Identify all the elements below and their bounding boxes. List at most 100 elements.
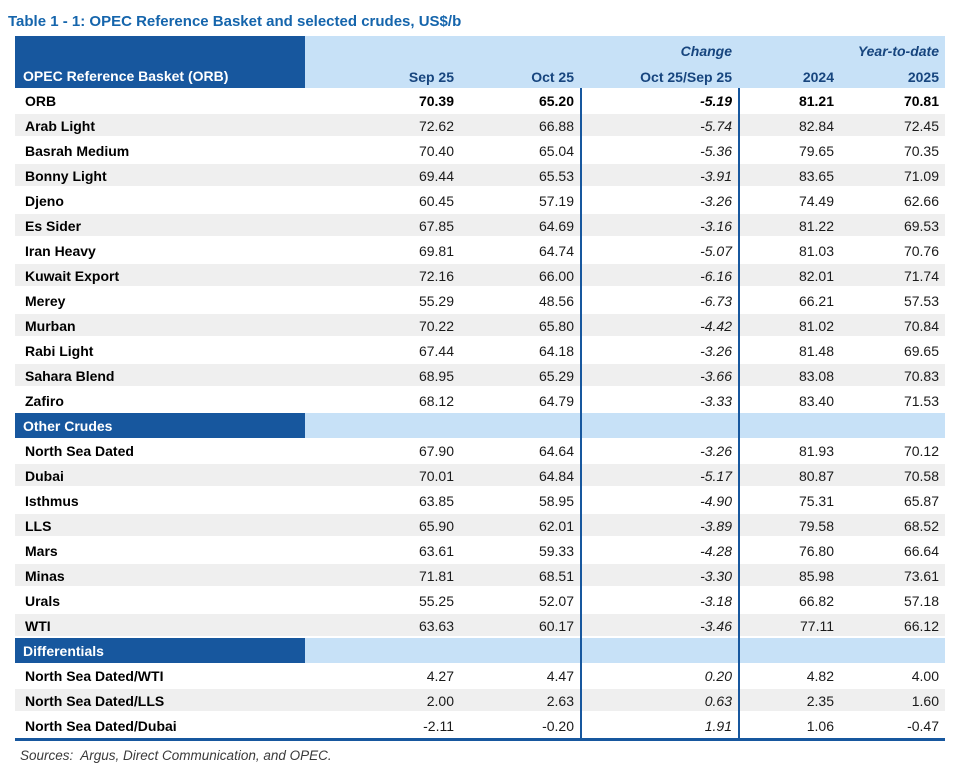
table-row: North Sea Dated/WTI 4.27 4.47 0.20 4.82 4.00 [15,663,945,688]
header-col-sep-25: Sep 25 [408,69,454,85]
row-value: 71.09 [903,167,939,184]
row-value: 62.01 [538,517,574,534]
table-row: North Sea Dated/LLS 2.00 2.63 0.63 2.35 1.60 [15,688,945,713]
row-value: 63.63 [418,617,454,634]
row-value: 81.93 [798,442,834,459]
row-value: 2.00 [426,692,454,709]
row-label: Minas [25,567,65,584]
row-value: 85.98 [798,567,834,584]
row-value: 65.90 [418,517,454,534]
row-value: 82.01 [798,267,834,284]
row-value: 65.04 [538,142,574,159]
row-value: 79.58 [798,517,834,534]
row-value: -3.33 [700,392,732,409]
row-label: LLS [25,517,52,534]
row-value: 72.62 [418,117,454,134]
row-value: 77.11 [800,617,834,634]
row-value: 66.00 [538,267,574,284]
table-row: Zafiro 68.12 64.79 -3.33 83.40 71.53 [15,388,945,413]
row-value: 0.20 [704,667,732,684]
header-group-year-to-date: Year-to-date [857,43,939,59]
row-value: 64.79 [538,392,574,409]
row-value: -4.42 [700,317,732,334]
header-col-change: Oct 25/Sep 25 [640,69,732,85]
row-label: Zafiro [25,392,64,409]
row-value: 4.82 [806,667,834,684]
row-value: 65.87 [903,492,939,509]
row-value: -3.89 [700,517,732,534]
table-body: ORB 70.39 65.20 -5.19 81.21 70.81 Arab Light 72… [15,88,945,738]
row-value: 66.12 [903,617,939,634]
section-header-row: Other Crudes [15,413,945,438]
sources-note: Sources: Argus, Direct Communication, an… [20,748,332,763]
row-value: 70.12 [903,442,939,459]
row-value: 81.48 [798,342,834,359]
row-value: 83.65 [798,167,834,184]
table-row: Murban 70.22 65.80 -4.42 81.02 70.84 [15,313,945,338]
row-value: 68.12 [418,392,454,409]
row-value: 59.33 [538,542,574,559]
row-value: -3.18 [700,592,732,609]
row-value: 2.35 [806,692,834,709]
row-value: 1.06 [806,717,834,734]
row-value: -3.46 [700,617,732,634]
row-label: Merey [25,292,66,309]
row-label: Rabi Light [25,342,94,359]
header-col-2025: 2025 [907,69,939,85]
row-value: 58.95 [538,492,574,509]
row-value: 76.80 [798,542,834,559]
row-value: 79.65 [798,142,834,159]
row-value: 65.80 [538,317,574,334]
header-group-spacer [305,36,580,62]
table-row: Arab Light 72.62 66.88 -5.74 82.84 72.45 [15,113,945,138]
row-value: 64.74 [538,242,574,259]
row-value: 69.65 [903,342,939,359]
row-value: -3.66 [700,367,732,384]
row-value: 71.53 [903,392,939,409]
table-row: North Sea Dated 67.90 64.64 -3.26 81.93 70.12 [15,438,945,463]
row-value: -5.36 [700,142,732,159]
row-label: Murban [25,317,76,334]
row-value: 64.18 [538,342,574,359]
row-value: -3.91 [700,167,732,184]
table-row: Dubai 70.01 64.84 -5.17 80.87 70.58 [15,463,945,488]
row-value: -3.30 [700,567,732,584]
row-value: 74.49 [798,192,834,209]
row-label: Djeno [25,192,64,209]
row-value: 57.53 [903,292,939,309]
section-header-spacer [305,413,945,438]
row-value: -0.47 [907,717,939,734]
row-value: 70.84 [903,317,939,334]
header-col-oct-25: Oct 25 [531,69,574,85]
table-row: Merey 55.29 48.56 -6.73 66.21 57.53 [15,288,945,313]
row-value: 66.82 [798,592,834,609]
row-value: 65.20 [538,92,574,109]
row-value: -4.28 [700,542,732,559]
row-value: 83.08 [798,367,834,384]
header-corner-label: OPEC Reference Basket (ORB) [15,36,305,88]
row-label: Mars [25,542,58,559]
row-value: 70.81 [903,92,939,109]
row-value: 83.40 [798,392,834,409]
row-value: 67.90 [418,442,454,459]
row-label: North Sea Dated/WTI [25,667,164,684]
row-value: 4.47 [546,667,574,684]
row-value: 81.03 [798,242,834,259]
row-value: 63.61 [418,542,454,559]
row-label: Es Sider [25,217,82,234]
table-header: OPEC Reference Basket (ORB) Change Year-… [15,36,945,88]
header-group-change: Change [680,43,732,59]
row-value: 66.21 [798,292,834,309]
row-value: 70.40 [418,142,454,159]
row-label: Iran Heavy [25,242,96,259]
row-value: 68.52 [903,517,939,534]
table-row: Bonny Light 69.44 65.53 -3.91 83.65 71.09 [15,163,945,188]
change-column-divider-left [580,88,582,738]
table-row: Djeno 60.45 57.19 -3.26 74.49 62.66 [15,188,945,213]
row-value: 72.45 [903,117,939,134]
section-header-label: Other Crudes [15,413,305,438]
row-value: -5.74 [700,117,732,134]
row-value: 71.81 [418,567,454,584]
row-value: 4.00 [911,667,939,684]
